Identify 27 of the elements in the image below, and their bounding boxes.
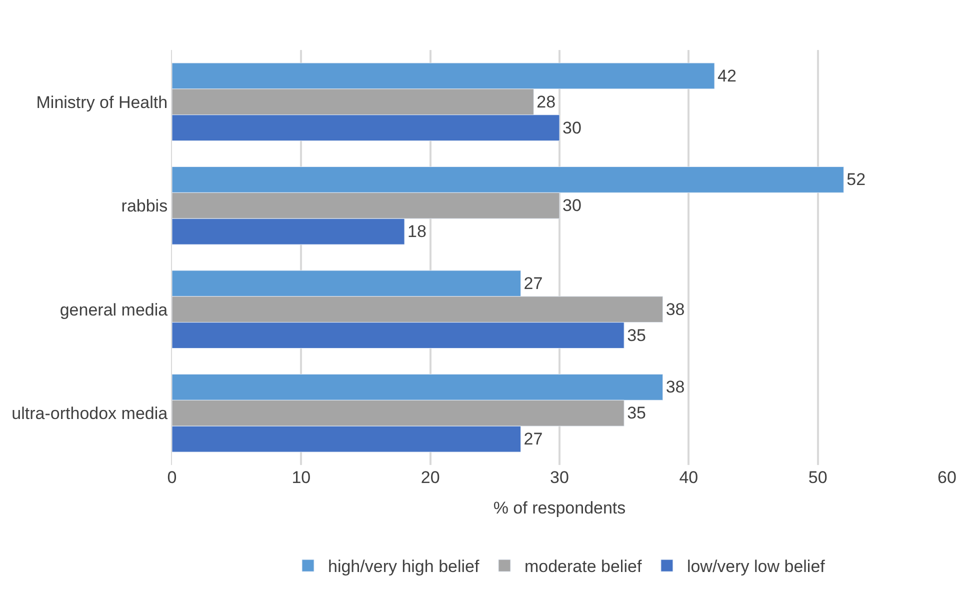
x-tick-label: 60: [938, 468, 956, 487]
data-label: 42: [718, 66, 736, 86]
legend-label: moderate belief: [524, 557, 642, 576]
data-label: 52: [846, 170, 866, 190]
x-tick-label: 10: [292, 468, 311, 487]
data-label: 30: [562, 118, 582, 138]
x-tick-label: 30: [550, 468, 569, 487]
data-label: 28: [536, 92, 556, 112]
data-label: 35: [627, 404, 646, 423]
data-label: 30: [562, 196, 582, 216]
y-tick-label: general media: [60, 300, 168, 320]
x-tick-label: 20: [420, 468, 440, 487]
data-label: 27: [524, 274, 543, 293]
data-label: 18: [408, 222, 426, 242]
data-label: 38: [666, 378, 685, 397]
y-tick-label: ultra-orthodox media: [12, 404, 168, 424]
x-tick-label: 50: [808, 468, 828, 487]
legend-label: low/very low belief: [686, 557, 826, 576]
y-tick-label: rabbis: [121, 196, 168, 216]
x-axis-title: % of respondents: [493, 498, 626, 518]
data-label: 38: [666, 300, 685, 319]
y-tick-label: Ministry of Health: [36, 92, 168, 112]
data-label: 27: [524, 430, 543, 449]
x-tick-label: 40: [679, 468, 698, 487]
data-label: 35: [627, 326, 646, 345]
legend-label: high/very high belief: [328, 557, 480, 576]
x-tick-label: 0: [167, 468, 177, 487]
